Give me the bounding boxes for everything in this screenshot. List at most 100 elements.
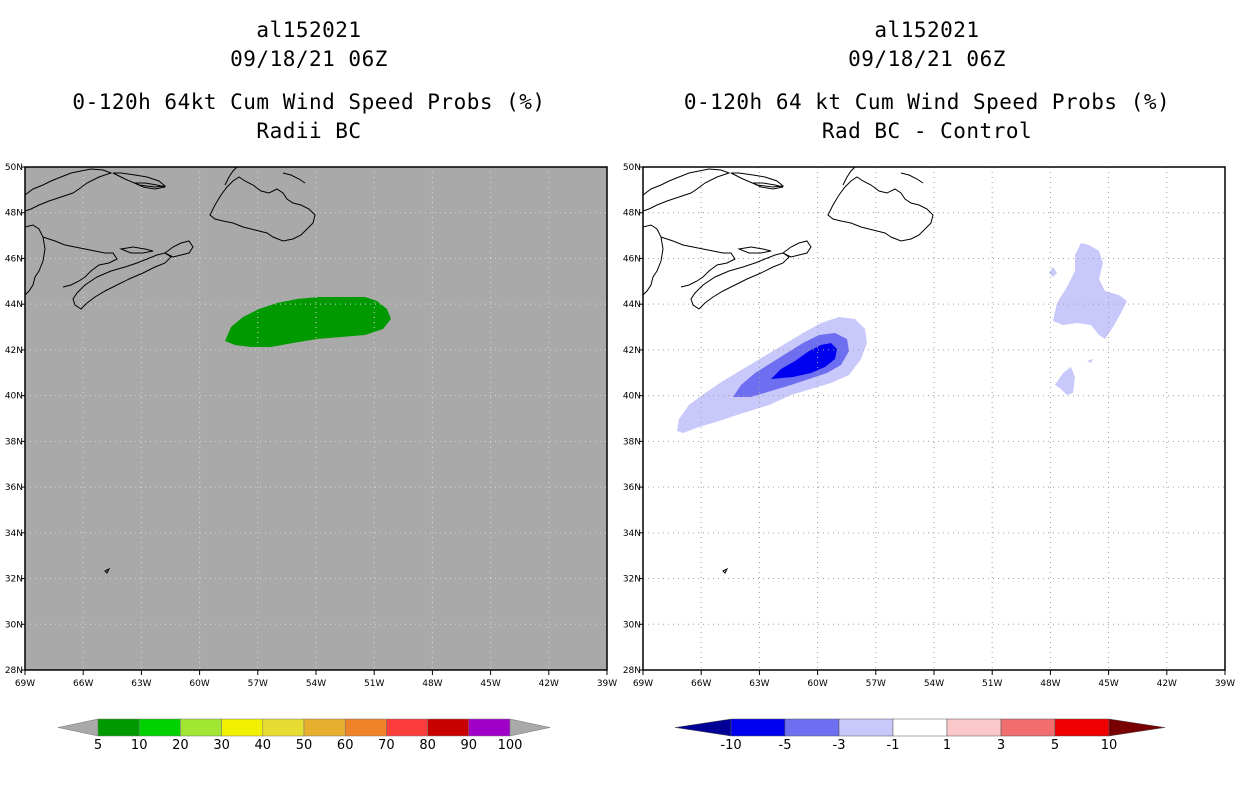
lat-tick-label: 30N xyxy=(623,620,641,630)
colorbar-low-arrow xyxy=(674,718,732,737)
left-title-block: al152021 09/18/21 06Z xyxy=(0,16,618,74)
colorbar-swatch xyxy=(180,718,222,737)
colorbar-swatch xyxy=(138,718,181,737)
colorbar-label: 70 xyxy=(378,738,395,753)
colorbar-high-arrow xyxy=(1108,718,1166,737)
colorbar-swatch xyxy=(262,718,305,737)
right-storm-id: al152021 xyxy=(874,18,980,42)
lon-tick-label: 54W xyxy=(306,679,326,689)
lon-tick-label: 45W xyxy=(480,679,500,689)
left-map-background xyxy=(25,167,607,670)
lat-tick-label: 44N xyxy=(5,300,23,310)
lat-tick-label: 32N xyxy=(5,575,23,585)
colorbar-swatch xyxy=(344,718,387,737)
lat-tick-label: 46N xyxy=(5,254,23,264)
colorbar-label: -1 xyxy=(887,738,900,753)
colorbar-low-arrow xyxy=(57,718,99,737)
colorbar-swatch xyxy=(1000,718,1056,737)
lon-tick-label: 42W xyxy=(1157,679,1177,689)
lon-tick-label: 63W xyxy=(749,679,769,689)
lon-tick-label: 51W xyxy=(982,679,1002,689)
colorbar-label: 60 xyxy=(337,738,354,753)
colorbar-swatch xyxy=(784,718,840,737)
colorbar-label: -10 xyxy=(720,738,741,753)
colorbar-label: 80 xyxy=(419,738,436,753)
colorbar-label: 40 xyxy=(255,738,272,753)
right-axis-labels: 69W 66W 63W 60W 57W 54W 51W 48W 45W 42W 39W 28N 30N 3… xyxy=(623,163,1235,689)
lat-tick-label: 36N xyxy=(623,483,641,493)
colorbar-label: 10 xyxy=(131,738,148,753)
lon-tick-label: 39W xyxy=(1215,679,1235,689)
right-datetime: 09/18/21 06Z xyxy=(848,47,1006,71)
lat-tick-label: 40N xyxy=(5,392,23,402)
colorbar-swatch xyxy=(1054,718,1110,737)
lon-tick-label: 69W xyxy=(633,679,653,689)
colorbar-label: 5 xyxy=(1051,738,1059,753)
colorbar-swatch xyxy=(97,718,140,737)
right-map-background xyxy=(643,167,1225,670)
colorbar-label: 90 xyxy=(461,738,478,753)
lon-tick-label: 57W xyxy=(248,679,268,689)
colorbar-label: -3 xyxy=(833,738,846,753)
lat-tick-label: 42N xyxy=(5,346,23,356)
left-colorbar: 5 10 20 30 40 50 60 70 80 90 100 xyxy=(57,718,551,753)
lat-tick-label: 50N xyxy=(5,163,23,173)
lon-tick-label: 45W xyxy=(1098,679,1118,689)
lon-tick-label: 57W xyxy=(866,679,886,689)
lat-tick-label: 32N xyxy=(623,575,641,585)
lat-tick-label: 36N xyxy=(5,483,23,493)
colorbar-label: 1 xyxy=(943,738,951,753)
lat-tick-label: 34N xyxy=(5,529,23,539)
lat-tick-label: 28N xyxy=(623,666,641,676)
colorbar-swatch xyxy=(838,718,894,737)
lat-tick-label: 38N xyxy=(5,437,23,447)
colorbar-label: 5 xyxy=(94,738,102,753)
left-product-block: 0-120h 64kt Cum Wind Speed Probs (%) Rad… xyxy=(0,88,618,146)
colorbar-high-arrow xyxy=(509,718,551,737)
colorbar-swatch xyxy=(730,718,786,737)
right-product-block: 0-120h 64 kt Cum Wind Speed Probs (%) Ra… xyxy=(618,88,1236,146)
left-subtitle: Radii BC xyxy=(256,119,362,143)
lat-tick-label: 38N xyxy=(623,437,641,447)
colorbar-swatch xyxy=(892,718,948,737)
colorbar-swatch xyxy=(303,718,346,737)
left-map-panel: 69W 66W 63W 60W 57W 54W 51W 48W 45W 42W 39W 28N 30N 3… xyxy=(5,163,617,689)
lat-tick-label: 44N xyxy=(623,300,641,310)
colorbar-label: 50 xyxy=(296,738,313,753)
left-storm-id: al152021 xyxy=(256,18,362,42)
colorbar-swatch xyxy=(946,718,1002,737)
lon-tick-label: 60W xyxy=(807,679,827,689)
lat-tick-label: 28N xyxy=(5,666,23,676)
colorbar-label: 20 xyxy=(172,738,189,753)
lon-tick-label: 66W xyxy=(691,679,711,689)
left-product-title: 0-120h 64kt Cum Wind Speed Probs (%) xyxy=(72,90,546,114)
colorbar-swatch xyxy=(386,718,428,737)
lon-tick-label: 51W xyxy=(364,679,384,689)
lon-tick-label: 42W xyxy=(539,679,559,689)
left-datetime: 09/18/21 06Z xyxy=(230,47,388,71)
colorbar-label: 10 xyxy=(1101,738,1118,753)
right-product-title: 0-120h 64 kt Cum Wind Speed Probs (%) xyxy=(683,90,1171,114)
lon-tick-label: 63W xyxy=(131,679,151,689)
lat-tick-label: 42N xyxy=(623,346,641,356)
lon-tick-label: 66W xyxy=(73,679,93,689)
lat-tick-label: 48N xyxy=(5,209,23,219)
right-colorbar: -10 -5 -3 -1 1 3 5 10 xyxy=(674,718,1166,753)
lat-tick-label: 30N xyxy=(5,620,23,630)
lon-tick-label: 60W xyxy=(189,679,209,689)
lon-tick-label: 48W xyxy=(1040,679,1060,689)
colorbar-label: -5 xyxy=(779,738,792,753)
lon-tick-label: 39W xyxy=(597,679,617,689)
lat-tick-label: 34N xyxy=(623,529,641,539)
colorbar-label: 30 xyxy=(213,738,230,753)
colorbar-label: 3 xyxy=(997,738,1005,753)
colorbar-swatch xyxy=(221,718,264,737)
right-grid-lines xyxy=(643,167,1225,670)
colorbar-label: 100 xyxy=(498,738,523,753)
lon-tick-label: 48W xyxy=(422,679,442,689)
lat-tick-label: 40N xyxy=(623,392,641,402)
lat-tick-label: 46N xyxy=(623,254,641,264)
lon-tick-label: 54W xyxy=(924,679,944,689)
left-axis-labels: 69W 66W 63W 60W 57W 54W 51W 48W 45W 42W 39W 28N 30N 3… xyxy=(5,163,617,689)
